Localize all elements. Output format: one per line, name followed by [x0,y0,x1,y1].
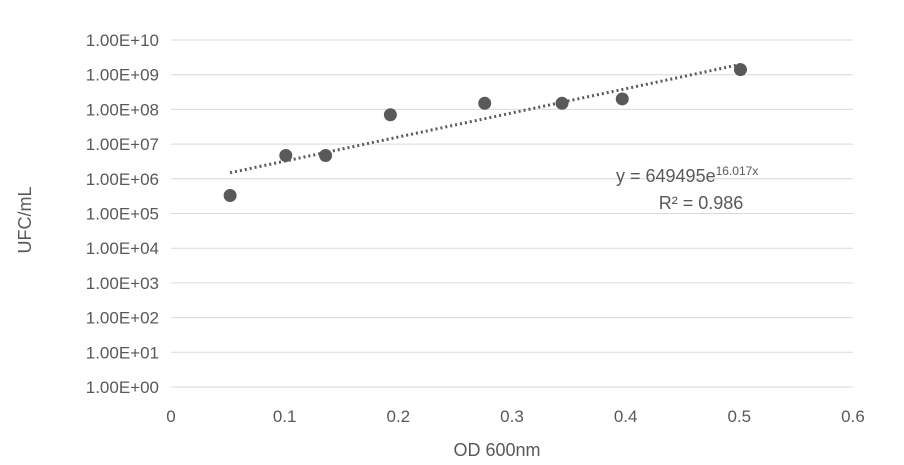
y-tick-label: 1.00E+03 [86,274,159,293]
x-tick-label: 0.4 [614,407,638,426]
data-point [383,108,397,122]
data-point [319,148,333,162]
y-tick-label: 1.00E+08 [86,100,159,119]
x-tick-label: 0 [166,407,175,426]
equation-exponent: 16.017x [716,164,759,178]
data-point [478,96,492,110]
y-tick-label: 1.00E+01 [86,343,159,362]
y-axis-title: UFC/mL [15,187,35,254]
trendline-equation: y = 649495e16.017x [616,164,758,186]
data-point [733,63,747,77]
y-tick-label: 1.00E+09 [86,66,159,85]
x-tick-label: 0.2 [387,407,411,426]
equation-base: y = 649495e [616,166,716,186]
data-point [223,189,237,203]
gridlines [171,39,853,388]
y-tick-label: 1.00E+05 [86,205,159,224]
data-point [279,148,293,162]
x-tick-label: 0.6 [841,407,865,426]
trendline [229,62,741,175]
data-points [223,63,747,203]
trendline-path [229,62,741,175]
x-tick-label: 0.1 [273,407,297,426]
x-tick-labels: 0 0.1 0.2 0.3 0.4 0.5 0.6 [166,407,865,426]
y-tick-label: 1.00E+06 [86,170,159,189]
y-tick-labels: 1.00E+00 1.00E+01 1.00E+02 1.00E+03 1.00E+04… [86,31,159,397]
y-tick-label: 1.00E+02 [86,309,159,328]
y-tick-label: 1.00E+07 [86,135,159,154]
data-point [615,92,629,106]
x-tick-label: 0.5 [728,407,752,426]
y-tick-label: 1.00E+04 [86,239,159,258]
x-tick-label: 0.3 [500,407,524,426]
y-tick-label: 1.00E+00 [86,378,159,397]
y-tick-label: 1.00E+10 [86,31,159,50]
data-point [555,96,569,110]
r-squared-label: R² = 0.986 [659,193,744,213]
x-axis-title: OD 600nm [453,440,540,460]
